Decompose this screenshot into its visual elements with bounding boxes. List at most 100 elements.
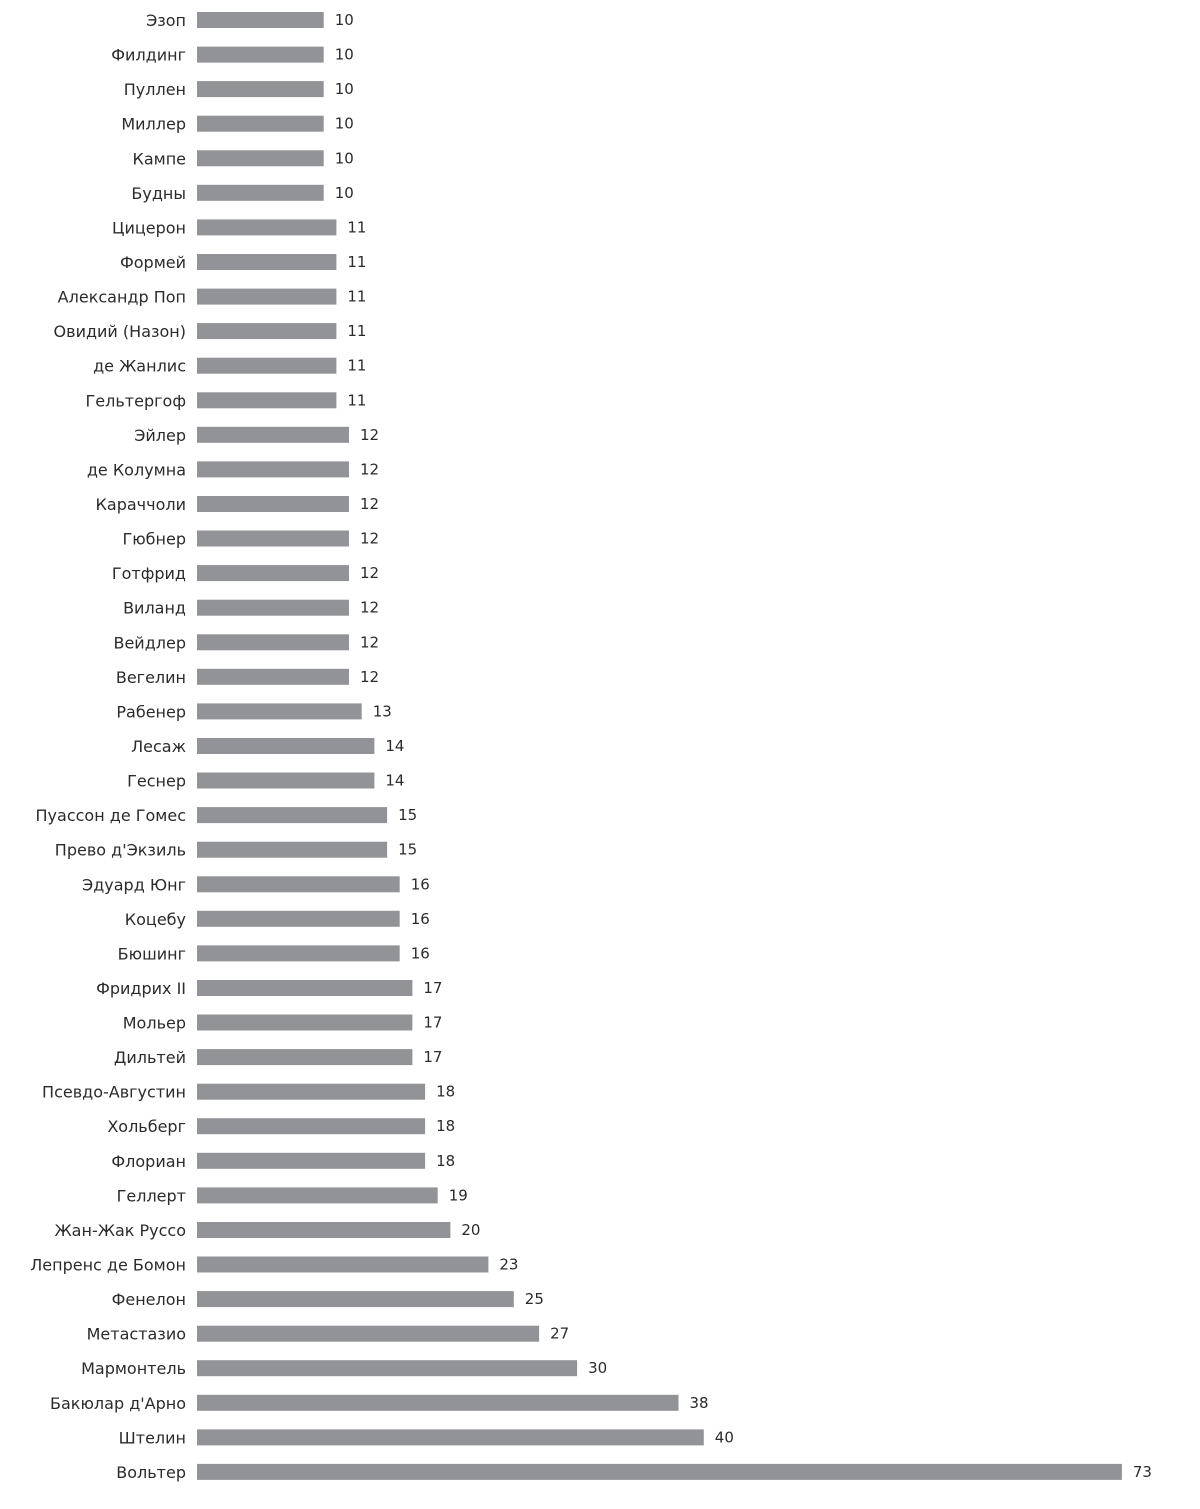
- value-label: 20: [461, 1221, 480, 1239]
- category-label: Фридрих II: [96, 979, 186, 998]
- category-label: Флориан: [111, 1152, 186, 1171]
- category-label: Бюшинг: [118, 944, 186, 963]
- value-label: 73: [1133, 1463, 1152, 1481]
- category-label: Будны: [131, 184, 186, 203]
- value-label: 10: [335, 115, 354, 133]
- bar: [197, 1014, 413, 1031]
- category-label: Кампе: [132, 149, 186, 168]
- bar: [197, 461, 349, 478]
- bar: [197, 1291, 514, 1308]
- bar: [197, 668, 349, 685]
- bar: [197, 184, 324, 201]
- value-label: 10: [335, 46, 354, 64]
- category-label: Лепренс де Бомон: [30, 1256, 186, 1275]
- bar: [197, 288, 337, 305]
- value-label: 17: [423, 1014, 442, 1032]
- category-label: Лесаж: [131, 737, 186, 756]
- category-label: Метастазио: [87, 1325, 186, 1344]
- bar: [197, 910, 400, 927]
- category-label: Геснер: [127, 772, 186, 791]
- category-label: Фенелон: [112, 1290, 186, 1309]
- bar: [197, 841, 388, 858]
- bar: [197, 1360, 578, 1377]
- value-label: 23: [499, 1256, 518, 1274]
- bar: [197, 1152, 426, 1169]
- bar: [197, 980, 413, 996]
- value-label: 11: [347, 218, 366, 236]
- category-label: Цицерон: [112, 218, 186, 237]
- value-label: 19: [449, 1186, 468, 1204]
- bar: [197, 530, 349, 547]
- value-label: 18: [436, 1083, 455, 1101]
- category-label: Прево д'Экзиль: [55, 841, 186, 860]
- value-label: 14: [385, 737, 404, 755]
- category-label: Гельтергоф: [86, 391, 186, 410]
- value-label: 16: [411, 875, 430, 893]
- category-label: Вегелин: [116, 668, 186, 687]
- bar: [197, 565, 349, 582]
- value-label: 18: [436, 1117, 455, 1135]
- value-label: 13: [373, 702, 392, 720]
- bar: [197, 254, 337, 270]
- bar: [197, 1083, 426, 1100]
- value-label: 12: [360, 564, 379, 582]
- value-label: 10: [335, 184, 354, 202]
- category-label: Геллерт: [117, 1186, 186, 1205]
- value-label: 15: [398, 806, 417, 824]
- value-label: 15: [398, 841, 417, 859]
- value-label: 11: [347, 357, 366, 375]
- bar: [197, 1463, 1122, 1480]
- category-label: Мольер: [123, 1014, 186, 1033]
- category-label: Миллер: [121, 115, 186, 134]
- category-label: Филдинг: [111, 46, 186, 65]
- category-label: Мармонтель: [81, 1359, 186, 1378]
- value-label: 12: [360, 599, 379, 617]
- category-label: Гюбнер: [122, 530, 186, 549]
- value-label: 11: [347, 322, 366, 340]
- category-label: Караччоли: [96, 495, 186, 514]
- bar: [197, 115, 324, 132]
- category-label: Рабенер: [116, 702, 186, 721]
- value-label: 27: [550, 1325, 569, 1343]
- value-label: 40: [715, 1428, 734, 1446]
- bar: [197, 219, 337, 236]
- value-label: 12: [360, 495, 379, 513]
- value-label: 12: [360, 426, 379, 444]
- value-label: 12: [360, 460, 379, 478]
- bar: [197, 357, 337, 374]
- category-label: Готфрид: [112, 564, 186, 583]
- bar: [197, 1187, 438, 1204]
- value-label: 10: [335, 149, 354, 167]
- category-label: Пуллен: [124, 80, 186, 99]
- value-label: 14: [385, 772, 404, 790]
- bar: [197, 392, 337, 409]
- bar: [197, 1394, 679, 1411]
- bar: [197, 772, 375, 789]
- bar: [197, 1049, 413, 1066]
- value-label: 12: [360, 530, 379, 548]
- category-label: Бакюлар д'Арно: [50, 1394, 186, 1413]
- bar: [197, 1222, 451, 1238]
- bar: [197, 599, 349, 616]
- value-label: 12: [360, 668, 379, 686]
- category-label: Эйлер: [134, 426, 186, 445]
- category-label: Жан-Жак Руссо: [54, 1221, 186, 1240]
- bar: [197, 634, 349, 651]
- bars-group: [197, 12, 1122, 1480]
- category-label: Пуассон де Гомес: [36, 806, 186, 825]
- category-label: Вольтер: [116, 1463, 186, 1482]
- category-label: Эдуард Юнг: [82, 875, 186, 894]
- category-label: Псевдо-Августин: [42, 1083, 186, 1102]
- bar: [197, 876, 400, 893]
- category-label: Формей: [120, 253, 186, 272]
- value-label: 38: [690, 1394, 709, 1412]
- category-label: Вейдлер: [113, 633, 186, 652]
- value-label: 11: [347, 391, 366, 409]
- value-label: 10: [335, 11, 354, 29]
- category-label: Виланд: [123, 599, 186, 618]
- category-label: Штелин: [119, 1428, 186, 1447]
- value-label: 25: [525, 1290, 544, 1308]
- bar: [197, 81, 324, 98]
- bar: [197, 1429, 704, 1446]
